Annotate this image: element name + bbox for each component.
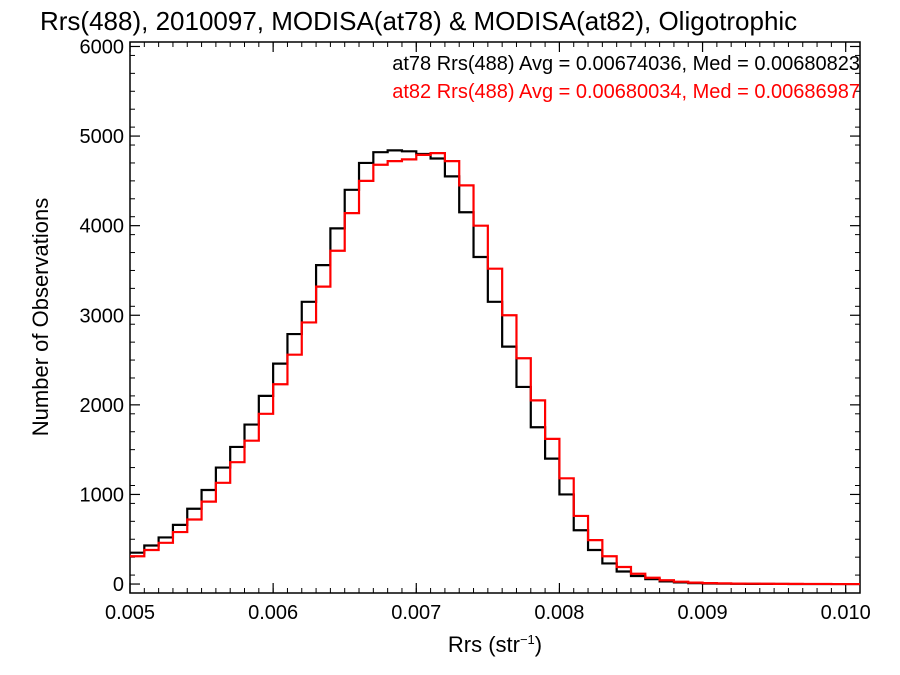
- x-tick-label: 0.008: [534, 602, 584, 624]
- y-tick-label: 6000: [80, 36, 125, 58]
- series-line-at82: [130, 152, 860, 586]
- y-tick-label: 2000: [80, 395, 125, 417]
- x-axis-label-tail: ): [535, 632, 542, 657]
- y-tick-label: 5000: [80, 126, 125, 148]
- y-axis: 0 1000 2000 3000 4000 5000 6000: [80, 36, 860, 596]
- chart-title: Rrs(488), 2010097, MODISA(at78) & MODISA…: [40, 6, 797, 36]
- series-layer: [130, 149, 860, 586]
- x-tick-label: 0.007: [391, 602, 441, 624]
- x-tick-label: 0.005: [105, 602, 155, 624]
- x-axis-label: Rrs (str−1): [448, 632, 542, 657]
- y-tick-label: 1000: [80, 484, 125, 506]
- y-tick-label: 0: [113, 574, 124, 596]
- plot-frame: [129, 41, 861, 594]
- plot-border: [129, 41, 861, 594]
- y-axis-label: Number of Observations: [28, 198, 53, 436]
- x-tick-label: 0.009: [678, 602, 728, 624]
- x-axis: 0.005 0.006 0.007 0.008 0.009 0.010: [105, 42, 871, 624]
- y-tick-label: 3000: [80, 305, 125, 327]
- legend-entry-at78: at78 Rrs(488) Avg = 0.00674036, Med = 0.…: [392, 53, 860, 75]
- series-line-at78: [130, 149, 860, 586]
- x-tick-label: 0.006: [248, 602, 298, 624]
- x-axis-label-superscript: −1: [520, 632, 535, 647]
- x-tick-label: 0.010: [821, 602, 871, 624]
- y-tick-label: 4000: [80, 216, 125, 238]
- x-axis-label-main: Rrs (str: [448, 632, 520, 657]
- legend-entry-at82: at82 Rrs(488) Avg = 0.00680034, Med = 0.…: [392, 81, 860, 103]
